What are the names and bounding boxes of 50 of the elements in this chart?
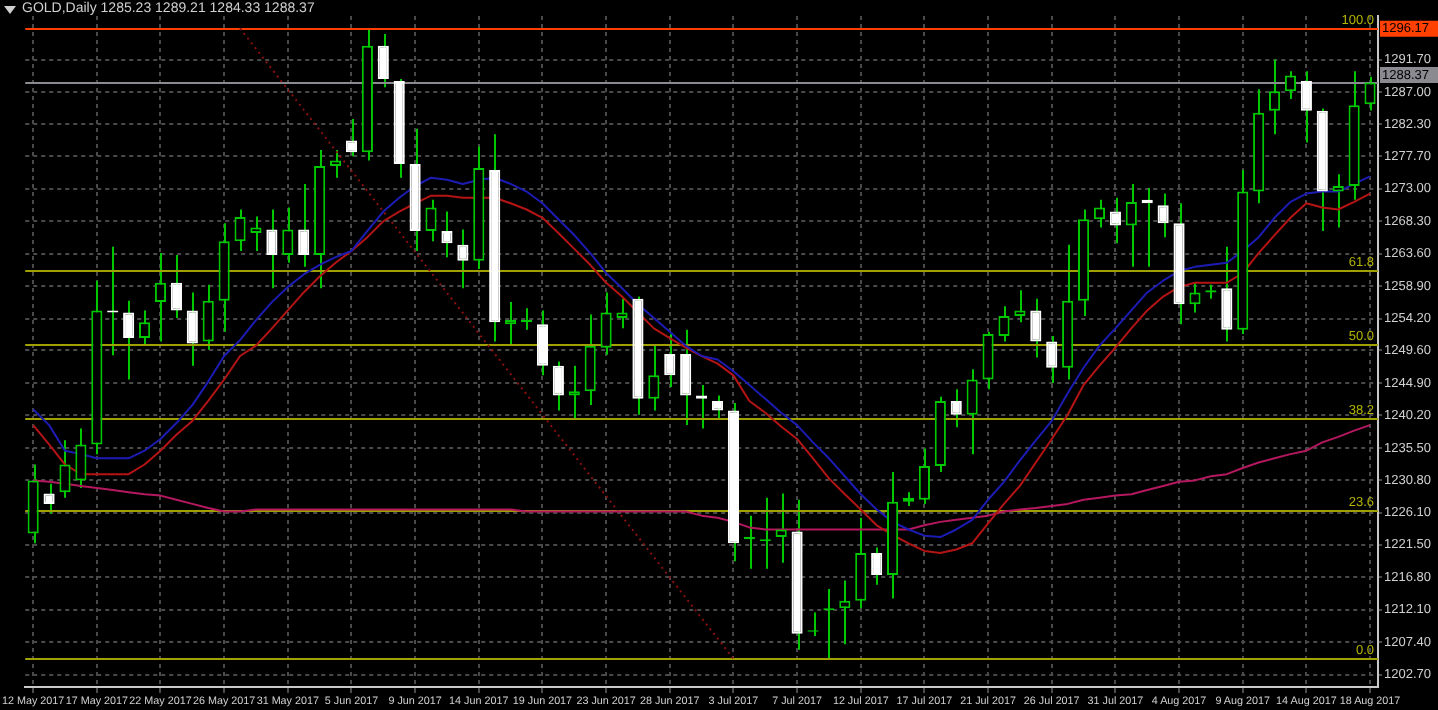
- candlestick: [1030, 297, 1042, 359]
- candlestick: [855, 516, 867, 610]
- candlestick: [966, 368, 978, 456]
- candlestick: [1109, 196, 1121, 245]
- candlestick: [250, 215, 262, 252]
- candlestick: [1046, 334, 1058, 384]
- candlestick: [584, 313, 596, 407]
- candlestick: [43, 482, 55, 515]
- candlestick: [186, 291, 198, 367]
- candlestick: [1268, 58, 1281, 136]
- candlestick: [1364, 75, 1376, 112]
- candlestick: [234, 208, 246, 252]
- candlestick: [536, 309, 549, 377]
- candlestick: [59, 439, 71, 499]
- candlestick: [950, 388, 962, 429]
- candlestick: [711, 394, 724, 420]
- candlestick: [1221, 245, 1233, 343]
- candlestick: [1189, 281, 1201, 314]
- candlestick: [1300, 70, 1312, 144]
- candlestick: [441, 210, 453, 259]
- candlestick: [329, 149, 342, 179]
- candlestick: [520, 307, 533, 331]
- candlestick: [680, 328, 692, 427]
- candlestick: [616, 297, 628, 330]
- candlestick: [600, 291, 612, 356]
- candlestick: [123, 299, 135, 381]
- candlestick: [75, 427, 87, 490]
- candlestick: [266, 208, 278, 290]
- candlestick: [282, 206, 294, 264]
- candlestick: [775, 492, 787, 564]
- candlestick: [1014, 289, 1026, 324]
- candlestick: [1093, 198, 1106, 229]
- candlestick: [648, 344, 660, 412]
- candlestick: [998, 305, 1010, 343]
- candlestick: [1157, 192, 1169, 239]
- candlestick: [154, 252, 167, 343]
- candlestick: [664, 332, 676, 389]
- candlestick: [377, 32, 389, 89]
- candlestick: [982, 330, 994, 391]
- candlestick: [170, 254, 182, 319]
- candlestick: [298, 182, 310, 268]
- candlestick: [345, 117, 358, 158]
- candlestick: [552, 360, 564, 412]
- candlestick: [425, 198, 437, 243]
- candlestick: [457, 228, 469, 290]
- candlestick: [1332, 173, 1344, 229]
- candlestick: [202, 283, 214, 351]
- candlestick: [1125, 182, 1137, 268]
- candlestick: [871, 546, 883, 586]
- candlestick: [918, 447, 930, 505]
